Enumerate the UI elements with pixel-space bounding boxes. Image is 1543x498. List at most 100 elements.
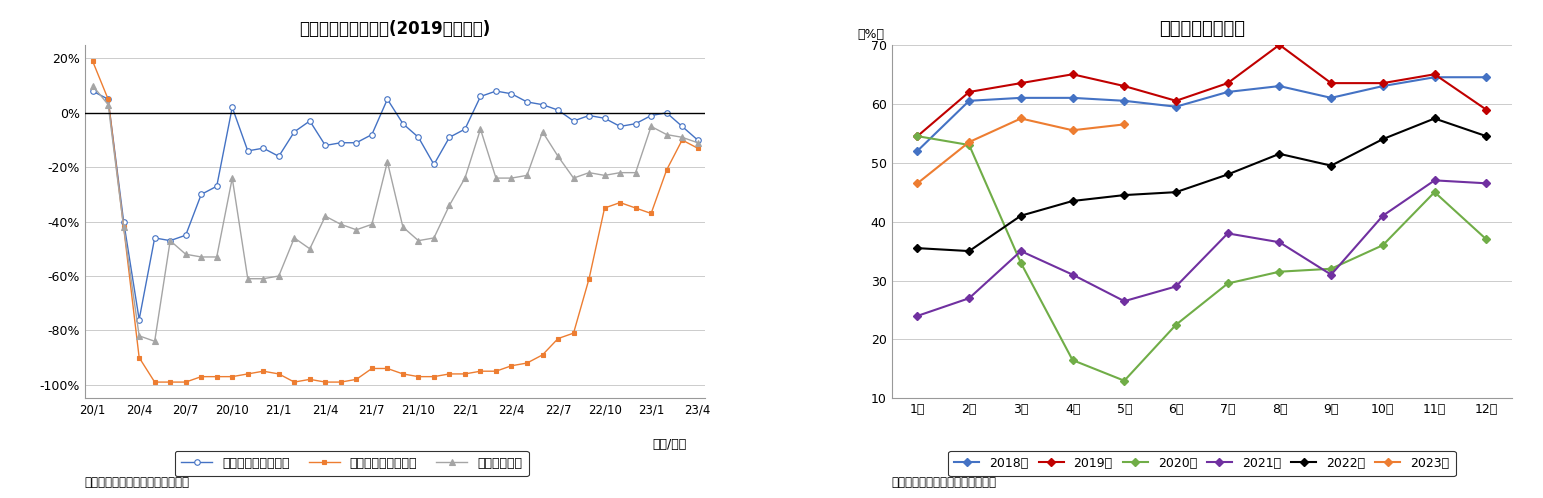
2022年 (1116, 192, 1134, 198)
延べ宿泊者数 (673, 134, 691, 140)
外国人延べ宿泊者数 (255, 368, 273, 374)
延べ宿泊者数 (549, 153, 568, 159)
2022年 (1167, 189, 1185, 195)
外国人延べ宿泊者数 (501, 363, 520, 369)
2022年 (1012, 213, 1031, 219)
日本人延べ宿泊者数 (580, 113, 599, 119)
Line: 2018年: 2018年 (915, 75, 1489, 154)
日本人延べ宿泊者数 (471, 94, 489, 100)
2018年 (1270, 83, 1288, 89)
外国人延べ宿泊者数 (207, 374, 225, 379)
延べ宿泊者数 (130, 333, 148, 339)
外国人延べ宿泊者数 (316, 379, 335, 385)
延べ宿泊者数 (657, 131, 676, 137)
日本人延べ宿泊者数 (501, 91, 520, 97)
2019年 (1063, 71, 1082, 77)
延べ宿泊者数 (518, 172, 537, 178)
2020年 (909, 133, 927, 139)
外国人延べ宿泊者数 (239, 371, 258, 377)
外国人延べ宿泊者数 (347, 376, 366, 382)
延べ宿泊者数 (239, 276, 258, 282)
外国人延べ宿泊者数 (534, 352, 552, 358)
外国人延べ宿泊者数 (580, 276, 599, 282)
2020年 (960, 142, 978, 148)
2018年 (1426, 74, 1444, 80)
外国人延べ宿泊者数 (130, 355, 148, 361)
日本人延べ宿泊者数 (518, 99, 537, 105)
延べ宿泊者数 (486, 175, 505, 181)
外国人延べ宿泊者数 (224, 374, 242, 379)
2019年 (1322, 80, 1341, 86)
外国人延べ宿泊者数 (270, 371, 289, 377)
延べ宿泊者数 (580, 170, 599, 176)
外国人延べ宿泊者数 (486, 368, 505, 374)
Line: 延べ宿泊者数: 延べ宿泊者数 (89, 83, 701, 344)
外国人延べ宿泊者数 (145, 379, 164, 385)
延べ宿泊者数 (626, 170, 645, 176)
2022年 (1426, 116, 1444, 122)
外国人延べ宿泊者数 (424, 374, 443, 379)
Legend: 日本人延べ宿泊者数, 外国人延べ宿泊者数, 延べ宿泊者数: 日本人延べ宿泊者数, 外国人延べ宿泊者数, 延べ宿泊者数 (174, 451, 529, 476)
延べ宿泊者数 (316, 213, 335, 219)
外国人延べ宿泊者数 (549, 336, 568, 342)
延べ宿泊者数 (160, 238, 179, 244)
外国人延べ宿泊者数 (301, 376, 319, 382)
日本人延べ宿泊者数 (301, 118, 319, 124)
延べ宿泊者数 (363, 221, 381, 227)
延べ宿泊者数 (471, 126, 489, 132)
2022年 (1270, 151, 1288, 157)
日本人延べ宿泊者数 (239, 148, 258, 154)
2021年 (960, 295, 978, 301)
日本人延べ宿泊者数 (83, 88, 102, 94)
2021年 (1219, 231, 1237, 237)
Text: （%）: （%） (858, 28, 884, 41)
延べ宿泊者数 (255, 276, 273, 282)
延べ宿泊者数 (83, 83, 102, 89)
延べ宿泊者数 (534, 129, 552, 135)
日本人延べ宿泊者数 (378, 96, 397, 102)
2021年 (1477, 180, 1495, 186)
2021年 (1063, 271, 1082, 277)
日本人延べ宿泊者数 (673, 124, 691, 129)
外国人延べ宿泊者数 (83, 58, 102, 64)
延べ宿泊者数 (611, 170, 630, 176)
2019年 (960, 89, 978, 95)
日本人延べ宿泊者数 (642, 113, 660, 119)
2022年 (1322, 163, 1341, 169)
外国人延べ宿泊者数 (409, 374, 427, 379)
延べ宿泊者数 (114, 224, 133, 230)
延べ宿泊者数 (176, 251, 194, 257)
Text: （出典）観光庁「宿泊旅行統計」: （出典）観光庁「宿泊旅行統計」 (85, 476, 190, 489)
2020年 (1426, 189, 1444, 195)
日本人延べ宿泊者数 (160, 238, 179, 244)
延べ宿泊者数 (332, 221, 350, 227)
Line: 2020年: 2020年 (915, 133, 1489, 383)
2019年 (1219, 80, 1237, 86)
日本人延べ宿泊者数 (363, 131, 381, 137)
延べ宿泊者数 (99, 102, 117, 108)
外国人延べ宿泊者数 (657, 167, 676, 173)
延べ宿泊者数 (285, 235, 304, 241)
外国人延べ宿泊者数 (688, 145, 707, 151)
Line: 日本人延べ宿泊者数: 日本人延べ宿泊者数 (89, 88, 701, 322)
外国人延べ宿泊者数 (471, 368, 489, 374)
2018年 (960, 98, 978, 104)
延べ宿泊者数 (378, 159, 397, 165)
2022年 (1373, 136, 1392, 142)
日本人延べ宿泊者数 (596, 115, 614, 121)
Line: 外国人延べ宿泊者数: 外国人延べ宿泊者数 (91, 59, 699, 384)
2019年 (1426, 71, 1444, 77)
2022年 (1219, 171, 1237, 177)
外国人延べ宿泊者数 (455, 371, 474, 377)
外国人延べ宿泊者数 (518, 360, 537, 366)
日本人延べ宿泊者数 (255, 145, 273, 151)
日本人延べ宿泊者数 (191, 191, 210, 197)
外国人延べ宿泊者数 (191, 374, 210, 379)
2020年 (1270, 269, 1288, 275)
2019年 (1477, 107, 1495, 113)
2021年 (1167, 283, 1185, 289)
延べ宿泊者数 (440, 202, 458, 208)
2020年 (1167, 322, 1185, 328)
日本人延べ宿泊者数 (270, 153, 289, 159)
日本人延べ宿泊者数 (114, 219, 133, 225)
